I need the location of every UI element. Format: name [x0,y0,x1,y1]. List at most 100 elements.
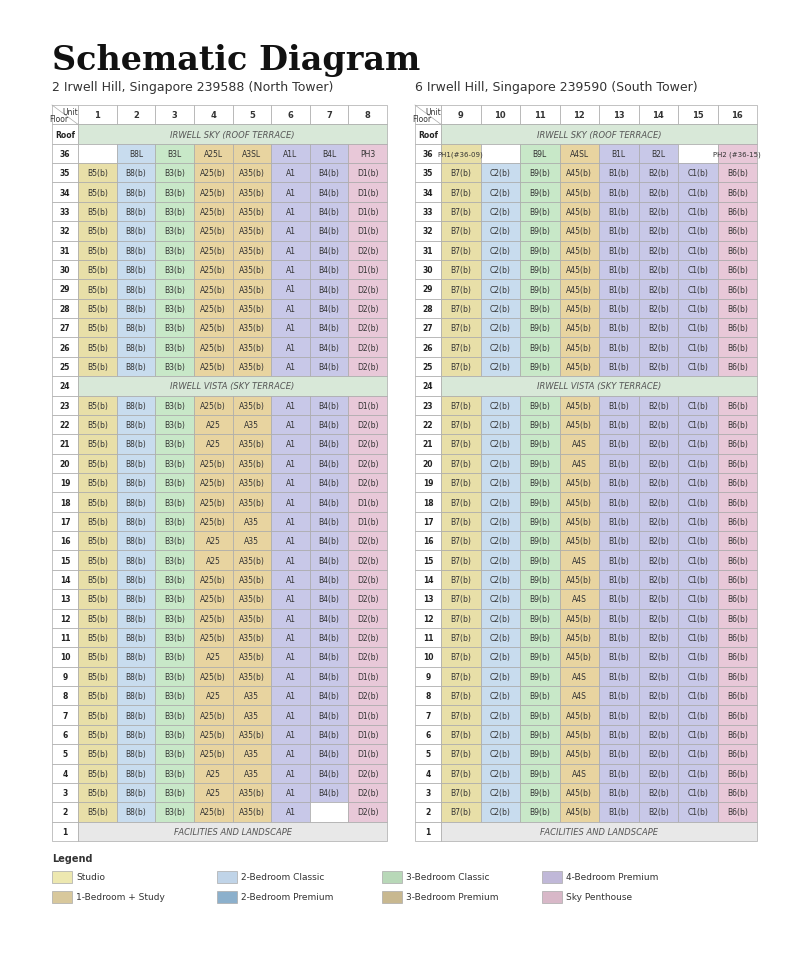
Bar [638,145,678,164]
Text: B7(b): B7(b) [450,711,471,720]
Bar [194,319,233,338]
Text: A25(b): A25(b) [200,711,226,720]
Text: A35(b): A35(b) [239,304,265,314]
Text: A25: A25 [206,440,221,449]
Text: B1(b): B1(b) [608,478,629,488]
Bar [415,687,441,706]
Text: 10: 10 [60,653,70,662]
Text: 27: 27 [60,324,70,333]
Bar [718,628,757,647]
Bar [310,783,348,802]
Bar [271,338,310,357]
Text: D1(b): D1(b) [357,169,378,178]
Text: PH1(#36-09): PH1(#36-09) [438,151,484,157]
Text: C2(b): C2(b) [490,421,510,429]
Bar [638,106,678,125]
Text: A35(b): A35(b) [239,788,265,797]
Text: B8(b): B8(b) [126,653,146,662]
Bar [155,222,194,242]
Bar [718,261,757,280]
Text: B9(b): B9(b) [530,653,550,662]
Bar [481,435,520,454]
Bar [271,532,310,551]
Bar [348,183,387,202]
Text: 25: 25 [60,363,70,372]
Bar [155,164,194,183]
Text: C2(b): C2(b) [490,401,510,411]
Text: B4(b): B4(b) [318,207,339,217]
Text: 31: 31 [60,246,70,255]
Text: B5(b): B5(b) [87,343,108,352]
Text: C2(b): C2(b) [490,749,510,759]
Text: B3(b): B3(b) [164,324,185,333]
Text: A45(b): A45(b) [566,227,592,236]
Text: B5(b): B5(b) [87,711,108,720]
Bar [78,222,117,242]
Bar [441,319,481,338]
Text: A1: A1 [286,711,295,720]
Bar [415,744,441,764]
Text: D1(b): D1(b) [357,266,378,275]
Bar [52,183,78,202]
Bar [117,280,155,299]
Bar [348,106,387,125]
Bar [52,473,78,493]
Bar [638,783,678,802]
Bar [559,570,599,590]
Bar [481,145,520,164]
Text: A25: A25 [206,769,221,778]
Bar [559,628,599,647]
Text: A1: A1 [286,324,295,333]
Text: 5: 5 [426,749,430,759]
Bar [155,396,194,416]
Bar [52,764,78,783]
Bar [415,473,441,493]
Text: B6(b): B6(b) [727,808,748,817]
Text: B7(b): B7(b) [450,595,471,603]
Bar [271,299,310,319]
Bar [233,802,271,822]
Bar [481,532,520,551]
Text: B4(b): B4(b) [318,691,339,700]
Text: 20: 20 [60,460,70,468]
Text: D2(b): D2(b) [357,691,378,700]
Text: A1: A1 [286,614,295,623]
Bar [52,687,78,706]
Bar [599,106,638,125]
Text: A1: A1 [286,498,295,507]
Bar [718,280,757,299]
Bar [415,125,441,145]
Bar [233,183,271,202]
Text: C1(b): C1(b) [687,324,708,333]
Bar [52,783,78,802]
Bar [155,532,194,551]
Bar [348,667,387,687]
Text: B1(b): B1(b) [608,614,629,623]
Bar [718,570,757,590]
Text: 4: 4 [210,111,216,120]
Text: C1(b): C1(b) [687,189,708,198]
Bar [481,473,520,493]
Text: B8(b): B8(b) [126,169,146,178]
Text: 2-Bedroom Premium: 2-Bedroom Premium [241,893,334,902]
Text: A4S: A4S [572,672,586,681]
Bar [155,687,194,706]
Bar [559,242,599,261]
Bar [678,647,718,667]
Text: C2(b): C2(b) [490,498,510,507]
Bar [233,783,271,802]
Text: A25(b): A25(b) [200,207,226,217]
Text: B5(b): B5(b) [87,731,108,739]
Text: B6(b): B6(b) [727,169,748,178]
Bar [78,435,117,454]
Bar [559,202,599,222]
Bar [520,145,559,164]
Text: C2(b): C2(b) [490,324,510,333]
Text: B4(b): B4(b) [318,653,339,662]
Text: B1(b): B1(b) [608,788,629,797]
Bar [348,725,387,744]
Text: B2(b): B2(b) [648,575,669,585]
Bar [599,783,638,802]
Bar [638,532,678,551]
Text: A25: A25 [206,421,221,429]
